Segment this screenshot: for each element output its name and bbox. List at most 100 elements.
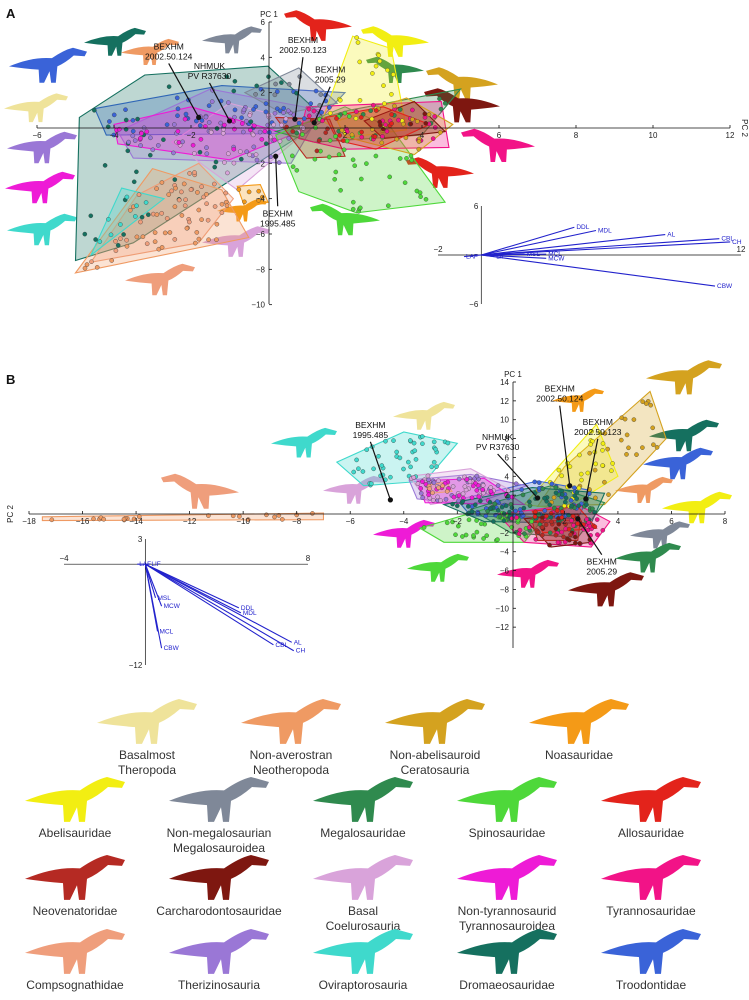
panel-a-point-spinosauridae <box>387 174 392 180</box>
legend-label-dromaeosauridae: Dromaeosauridae <box>459 978 555 992</box>
panel-b-point-megalosauridae <box>527 503 533 508</box>
panel-a-point-therizinosauria <box>156 143 161 148</box>
panel-b-label: B <box>6 372 15 387</box>
panel-b-point-abelisauridae <box>578 471 584 477</box>
panel-b-point-megalosauridae <box>497 514 503 519</box>
panel-b-point-allosauridae <box>566 526 572 532</box>
panel-a-point-non-tyrannosaurid-tyrannosauroidea <box>222 122 227 128</box>
panel-b-point-dromaeosauridae <box>560 492 565 497</box>
panel-a-point-non-megalosaurian-megalosauroidea <box>318 92 324 97</box>
panel-a-point-non-averostran-neotheropoda <box>140 234 146 239</box>
panel-a-point-tyrannosauridae <box>311 108 317 114</box>
legend-silhouette-basal-coelurosauria-shape <box>313 854 413 900</box>
panel-a-point-troodontidae <box>111 132 117 138</box>
panel-b-x-tick-label: −2 <box>453 517 463 526</box>
panel-a-point-non-megalosaurian-megalosauroidea <box>273 81 278 87</box>
legend-silhouette-basal-coelurosauria <box>313 854 413 900</box>
legend-silhouette-tyrannosauridae-shape <box>601 854 701 900</box>
panel-a-point-compsognathidae <box>187 219 192 225</box>
panel-a-point-non-abelisauroid-ceratosauria <box>392 103 397 109</box>
panel-a-point-non-tyrannosaurid-tyrannosauroidea <box>144 129 150 134</box>
panel-b-point-spinosauridae <box>529 519 534 524</box>
biplot-vector-label-mcl: MCL <box>160 628 174 635</box>
panel-b-point-oviraptorosauria <box>379 463 385 468</box>
panel-a-axes: −6 −4 −2 2 4 6 8 10 12 6 4 2 −2 −4 −6 −8 −10 PC 1 PC 2 <box>32 10 749 310</box>
panel-a-point-therizinosauria <box>204 151 210 156</box>
panel-a-point-non-averostran-neotheropoda <box>179 213 185 218</box>
biplot-vector-al <box>145 563 292 643</box>
panel-b-point-abelisauridae <box>588 442 593 447</box>
biplot-vector-mdl <box>481 229 597 256</box>
panel-a-point-non-abelisauroid-ceratosauria <box>438 130 443 135</box>
panel-a-point-dromaeosauridae <box>239 156 244 162</box>
panel-b-point-oviraptorosauria <box>383 438 388 444</box>
panel-b-point-non-tyrannosaurid-tyrannosauroidea <box>470 483 476 489</box>
panel-b-point-basal-coelurosauria <box>460 491 466 497</box>
panel-a-point-oviraptorosauria <box>134 203 139 209</box>
panel-b-point-non-abelisauroid-ceratosauria <box>622 416 628 422</box>
panel-b-point-abelisauridae <box>559 473 564 479</box>
panel-b-point-dromaeosauridae <box>491 519 496 524</box>
panel-a-point-troodontidae <box>253 104 259 109</box>
panel-b-point-therizinosauria <box>443 496 449 502</box>
panel-a-silhouette-oviraptorosauria-shape <box>7 213 77 246</box>
panel-b-point-non-tyrannosaurid-tyrannosauroidea <box>418 486 423 491</box>
panel-a-silhouette-basalmost-theropoda <box>4 93 68 123</box>
panel-a-point-troodontidae <box>183 111 189 117</box>
panel-a-point-basal-coelurosauria <box>250 132 256 138</box>
panel-a-hull-spinosauridae <box>274 106 447 214</box>
panel-a-silhouette-basalmost-theropoda-shape <box>4 93 68 123</box>
panel-a-point-spinosauridae <box>408 153 414 159</box>
panel-a-point-compsognathidae <box>192 170 197 175</box>
panel-b-point-basal-coelurosauria <box>411 475 417 480</box>
panel-b-point-troodontidae <box>536 480 542 485</box>
panel-a-point-compsognathidae <box>136 192 142 197</box>
panel-a-point-basal-coelurosauria <box>277 139 283 144</box>
legend-silhouette-dromaeosauridae <box>457 928 557 974</box>
panel-a-point-non-abelisauroid-ceratosauria <box>426 112 432 117</box>
legend-silhouette-troodontidae-shape <box>601 928 701 974</box>
panel-a-point-troodontidae <box>313 88 319 94</box>
panel-b-point-tyrannosauridae <box>516 531 522 537</box>
panel-a-point-troodontidae <box>175 106 181 112</box>
panel-a-point-spinosauridae <box>327 138 333 143</box>
legend-silhouette-abelisauridae <box>25 776 125 822</box>
panel-a-point-non-tyrannosaurid-tyrannosauroidea <box>182 116 188 122</box>
panel-b-silhouette-megalosauridae-shape <box>615 542 681 573</box>
panel-b-point-non-abelisauroid-ceratosauria <box>551 495 557 500</box>
panel-a-point-therizinosauria <box>241 129 246 135</box>
panel-b-point-non-abelisauroid-ceratosauria <box>619 437 624 443</box>
panel-a-point-compsognathidae <box>89 259 94 264</box>
panel-a-point-oviraptorosauria <box>97 239 103 244</box>
panel-b-point-neovenatoridae <box>568 532 573 538</box>
panel-b-point-non-tyrannosaurid-tyrannosauroidea <box>451 494 457 500</box>
panel-b-silhouettes <box>161 360 732 607</box>
panel-a-point-basal-coelurosauria <box>225 170 230 176</box>
biplot-vector-label-lif: LIF <box>151 561 160 568</box>
panel-b-point-therizinosauria <box>431 480 437 486</box>
panel-b-point-dromaeosauridae <box>505 493 511 499</box>
panel-a-point-basal-coelurosauria <box>192 151 197 156</box>
panel-b-y-tick-label: −10 <box>495 604 509 613</box>
panel-a-point-dromaeosauridae <box>248 119 254 124</box>
panel-a-point-non-abelisauroid-ceratosauria <box>403 135 409 141</box>
panel-b-point-oviraptorosauria <box>434 464 439 469</box>
panel-a-point-non-tyrannosaurid-tyrannosauroidea <box>190 142 196 148</box>
biplot-vector-label-mcw: MCW <box>548 255 565 262</box>
legend-silhouette-compsognathidae-shape <box>25 928 125 974</box>
panel-a-point-non-averostran-neotheropoda <box>184 226 190 231</box>
panel-b-point-non-abelisauroid-ceratosauria <box>631 417 637 422</box>
legend-silhouette-therizinosauria-shape <box>169 928 269 974</box>
panel-a-silhouette-non-abelisauroid-ceratosauria-shape <box>426 67 498 100</box>
legend-silhouette-compsognathidae <box>25 928 125 974</box>
panel-b-hull-basal-coelurosauria <box>408 468 513 506</box>
panel-a-point-compsognathidae <box>183 197 188 202</box>
panel-b-point-non-abelisauroid-ceratosauria <box>654 445 660 450</box>
legend-silhouette-non-abelisauroid-ceratosauria-shape <box>385 698 485 744</box>
panel-a-point-abelisauridae <box>373 63 379 69</box>
panel-b-point-troodontidae <box>572 485 577 490</box>
legend-silhouette-non-tyrannosaurid-tyrannosauroidea <box>457 854 557 900</box>
panel-a-point-compsognathidae <box>159 211 164 216</box>
